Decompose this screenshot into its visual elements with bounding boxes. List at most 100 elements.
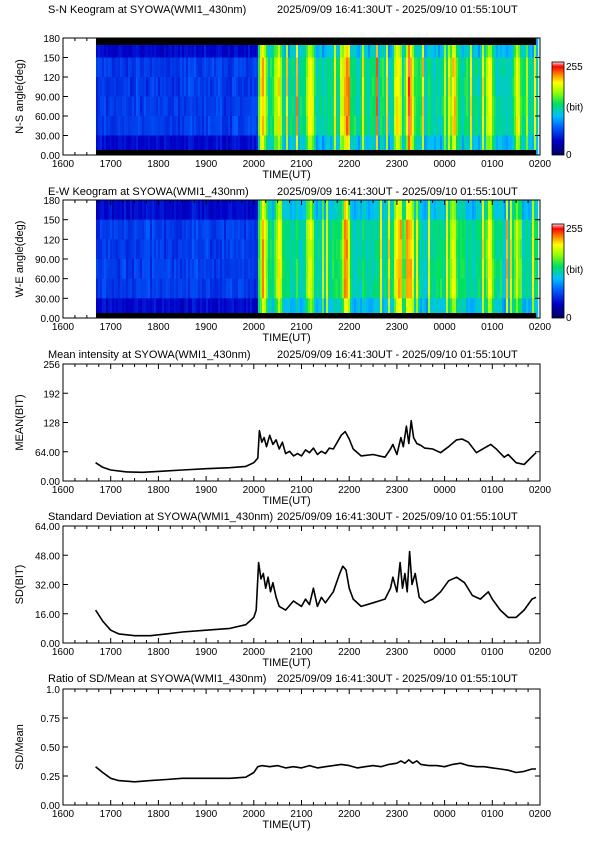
keogram-cell (437, 135, 441, 156)
keogram-cell (339, 278, 343, 299)
keogram-cell (379, 135, 383, 156)
keogram-cell (135, 278, 139, 299)
keogram-cell (289, 116, 293, 136)
keogram-cell (177, 278, 181, 299)
keogram-cell (373, 298, 377, 319)
keogram-cell (261, 135, 265, 156)
keogram-cell (397, 219, 401, 240)
keogram-cell (367, 278, 371, 299)
keogram-cell (141, 239, 145, 260)
keogram-cell (253, 77, 257, 97)
keogram-cell (413, 259, 417, 280)
keogram-cell (395, 278, 399, 299)
keogram-cell (431, 278, 435, 299)
y-tick-label: 16.00 (35, 610, 60, 621)
keogram-cell (385, 298, 389, 319)
keogram-cell (225, 116, 229, 136)
keogram-cell (411, 135, 415, 156)
keogram-cell (127, 57, 131, 78)
keogram-cell (391, 57, 395, 78)
keogram-cell (375, 278, 379, 299)
keogram-cell (213, 259, 217, 280)
keogram-cell (517, 219, 521, 240)
keogram-cell (465, 135, 469, 156)
keogram-cell (249, 259, 253, 280)
keogram-cell (429, 77, 433, 97)
keogram-cell (311, 38, 315, 58)
keogram-cell (271, 38, 275, 58)
keogram-cell (181, 239, 185, 260)
keogram-cell (311, 57, 315, 78)
keogram-cell (201, 239, 205, 260)
keogram-cell (413, 200, 417, 221)
keogram-cell (355, 38, 359, 58)
keogram-cell (513, 278, 517, 299)
keogram-cell (417, 57, 421, 78)
keogram-cell (401, 77, 405, 97)
keogram-cell (347, 219, 351, 240)
keogram-cell (217, 259, 221, 280)
keogram-cell (161, 259, 165, 280)
keogram-cell (317, 38, 321, 58)
keogram-cell (209, 200, 213, 221)
keogram-cell (523, 77, 527, 97)
keogram-cell (391, 116, 395, 136)
keogram-cell (443, 278, 447, 299)
keogram-cell (121, 200, 125, 221)
keogram-cell (345, 57, 349, 78)
keogram-cell (269, 116, 273, 136)
keogram-cell (473, 57, 477, 78)
keogram-cell (203, 259, 207, 280)
keogram-cell (263, 298, 267, 319)
keogram-cell (463, 77, 467, 97)
keogram-cell (389, 57, 393, 78)
keogram-cell (449, 38, 453, 58)
keogram-cell (349, 200, 353, 221)
keogram-cell (145, 200, 149, 221)
keogram-cell (165, 96, 169, 117)
keogram-cell (421, 259, 425, 280)
keogram-cell (527, 116, 531, 136)
keogram-cell (445, 57, 449, 78)
keogram-cell (111, 298, 115, 319)
keogram-cell (315, 116, 319, 136)
keogram-cell (139, 57, 143, 78)
keogram-cell (503, 57, 507, 78)
y-tick-label: 120 (43, 73, 60, 84)
keogram-cell (429, 96, 433, 117)
keogram-cell (125, 200, 129, 221)
keogram-cell (265, 259, 269, 280)
keogram-cell (129, 219, 133, 240)
keogram-cell (181, 96, 185, 117)
keogram-cell (487, 96, 491, 117)
y-tick-label: 64.00 (35, 522, 60, 533)
keogram-cell (277, 38, 281, 58)
keogram-cell (127, 135, 131, 156)
keogram-cell (211, 57, 215, 78)
keogram-cell (191, 116, 195, 136)
keogram-cell (197, 278, 201, 299)
keogram-cell (199, 298, 203, 319)
keogram-cell (213, 219, 217, 240)
keogram-cell (145, 96, 149, 117)
keogram-cell (141, 38, 145, 58)
keogram-cell (511, 298, 515, 319)
keogram-cell (515, 259, 519, 280)
keogram-cell (153, 239, 157, 260)
keogram-cell (191, 38, 195, 58)
keogram-cell (471, 259, 475, 280)
keogram-cell (387, 116, 391, 136)
keogram-cell (193, 200, 197, 221)
keogram-cell (115, 259, 119, 280)
keogram-cell (307, 298, 311, 319)
keogram-cell (381, 219, 385, 240)
keogram-cell (111, 135, 115, 156)
keogram-cell (435, 57, 439, 78)
keogram-cell (397, 278, 401, 299)
keogram-cell (493, 219, 497, 240)
keogram-cell (171, 298, 175, 319)
keogram-cell (377, 38, 381, 58)
keogram-cell (291, 116, 295, 136)
x-tick-label: 1900 (195, 322, 218, 333)
keogram-cell (535, 278, 539, 299)
